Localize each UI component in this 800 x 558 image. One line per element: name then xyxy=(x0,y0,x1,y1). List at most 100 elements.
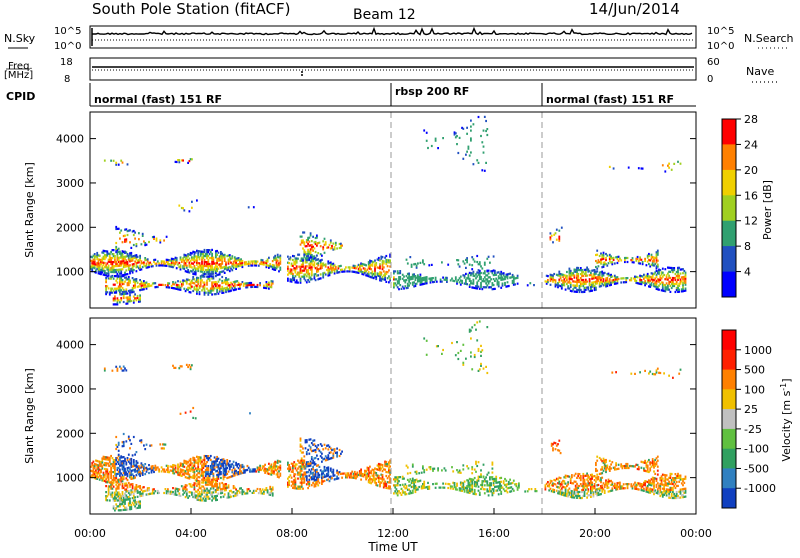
scatter-cell xyxy=(296,463,298,465)
scatter-cell xyxy=(148,264,150,266)
scatter-cell xyxy=(301,470,303,472)
scatter-cell xyxy=(427,147,429,149)
scatter-cell xyxy=(398,288,400,290)
scatter-cell xyxy=(292,469,294,471)
scatter-cell xyxy=(189,279,191,281)
scatter-cell xyxy=(492,272,494,274)
scatter-cell xyxy=(132,483,134,485)
scatter-cell xyxy=(341,451,343,453)
scatter-cell xyxy=(199,481,201,483)
scatter-cell xyxy=(101,467,103,469)
scatter-cell xyxy=(110,473,112,475)
scatter-cell xyxy=(287,278,289,280)
scatter-cell xyxy=(673,269,675,271)
scatter-cell xyxy=(334,474,336,476)
scatter-cell xyxy=(115,444,117,446)
scatter-cell xyxy=(314,461,316,463)
scatter-cell xyxy=(295,467,297,469)
scatter-cell xyxy=(236,494,238,496)
scatter-cell xyxy=(551,235,553,237)
scatter-cell xyxy=(301,486,303,488)
scatter-cell xyxy=(154,282,156,284)
scatter-cell xyxy=(574,275,576,277)
scatter-cell xyxy=(224,460,226,462)
scatter-cell xyxy=(296,267,298,269)
scatter-cell xyxy=(485,162,487,164)
scatter-cell xyxy=(306,451,308,453)
scatter-cell xyxy=(676,281,678,283)
scatter-cell xyxy=(105,485,107,487)
scatter-cell xyxy=(385,475,387,477)
scatter-cell xyxy=(248,206,250,208)
scatter-cell xyxy=(279,259,281,261)
scatter-cell xyxy=(435,138,437,140)
scatter-cell xyxy=(211,267,213,269)
scatter-cell xyxy=(335,244,337,246)
scatter-cell xyxy=(291,263,293,265)
scatter-cell xyxy=(473,163,475,165)
scatter-cell xyxy=(430,281,432,283)
scatter-cell xyxy=(408,285,410,287)
scatter-cell xyxy=(200,255,202,257)
scatter-cell xyxy=(624,259,626,261)
scatter-cell xyxy=(483,146,485,148)
scatter-cell xyxy=(117,255,119,257)
scatter-cell xyxy=(104,160,106,162)
scatter-cell xyxy=(220,477,222,479)
scatter-cell xyxy=(449,483,451,485)
scatter-cell xyxy=(610,284,612,286)
scatter-cell xyxy=(113,482,115,484)
scatter-cell xyxy=(517,275,519,277)
scatter-cell xyxy=(209,492,211,494)
scatter-cell xyxy=(207,496,209,498)
scatter-cell xyxy=(114,492,116,494)
scatter-cell xyxy=(139,485,141,487)
scatter-cell xyxy=(194,278,196,280)
scatter-cell xyxy=(218,489,220,491)
scatter-cell xyxy=(158,262,160,264)
scatter-cell xyxy=(314,275,316,277)
scatter-cell xyxy=(508,285,510,287)
scatter-cell xyxy=(603,274,605,276)
scatter-cell xyxy=(668,289,670,291)
scatter-cell xyxy=(469,286,471,288)
scatter-cell xyxy=(191,364,193,366)
scatter-cell xyxy=(473,258,475,260)
scatter-cell xyxy=(295,485,297,487)
scatter-cell xyxy=(627,277,629,279)
scatter-cell xyxy=(109,461,111,463)
scatter-cell xyxy=(120,368,122,370)
scatter-cell xyxy=(159,239,161,241)
scatter-cell xyxy=(380,274,382,276)
scatter-cell xyxy=(242,262,244,264)
scatter-cell xyxy=(603,278,605,280)
scatter-cell xyxy=(349,270,351,272)
scatter-cell xyxy=(104,368,106,370)
noise-strip: N.Sky 10^5 10^0 10^5 10^0 N.Search xyxy=(4,26,794,52)
scatter-cell xyxy=(176,259,178,261)
scatter-cell xyxy=(396,284,398,286)
scatter-cell xyxy=(108,287,110,289)
scatter-cell xyxy=(127,163,129,165)
scatter-cell xyxy=(319,466,321,468)
scatter-cell xyxy=(310,462,312,464)
scatter-cell xyxy=(336,448,338,450)
scatter-cell xyxy=(409,282,411,284)
scatter-cell xyxy=(225,261,227,263)
scatter-cell xyxy=(129,500,131,502)
y-tick-label: 1000 xyxy=(56,266,84,279)
scatter-cell xyxy=(133,300,135,302)
scatter-cell xyxy=(394,486,396,488)
scatter-cell xyxy=(123,441,125,443)
scatter-cell xyxy=(321,483,323,485)
scatter-cell xyxy=(231,257,233,259)
scatter-cell xyxy=(148,464,150,466)
scatter-cell xyxy=(93,461,95,463)
scatter-cell xyxy=(369,476,371,478)
scatter-cell xyxy=(133,265,135,267)
scatter-cell xyxy=(325,447,327,449)
scatter-cell xyxy=(129,282,131,284)
scatter-cell xyxy=(113,249,115,251)
scatter-cell xyxy=(127,302,129,304)
scatter-cell xyxy=(272,486,274,488)
